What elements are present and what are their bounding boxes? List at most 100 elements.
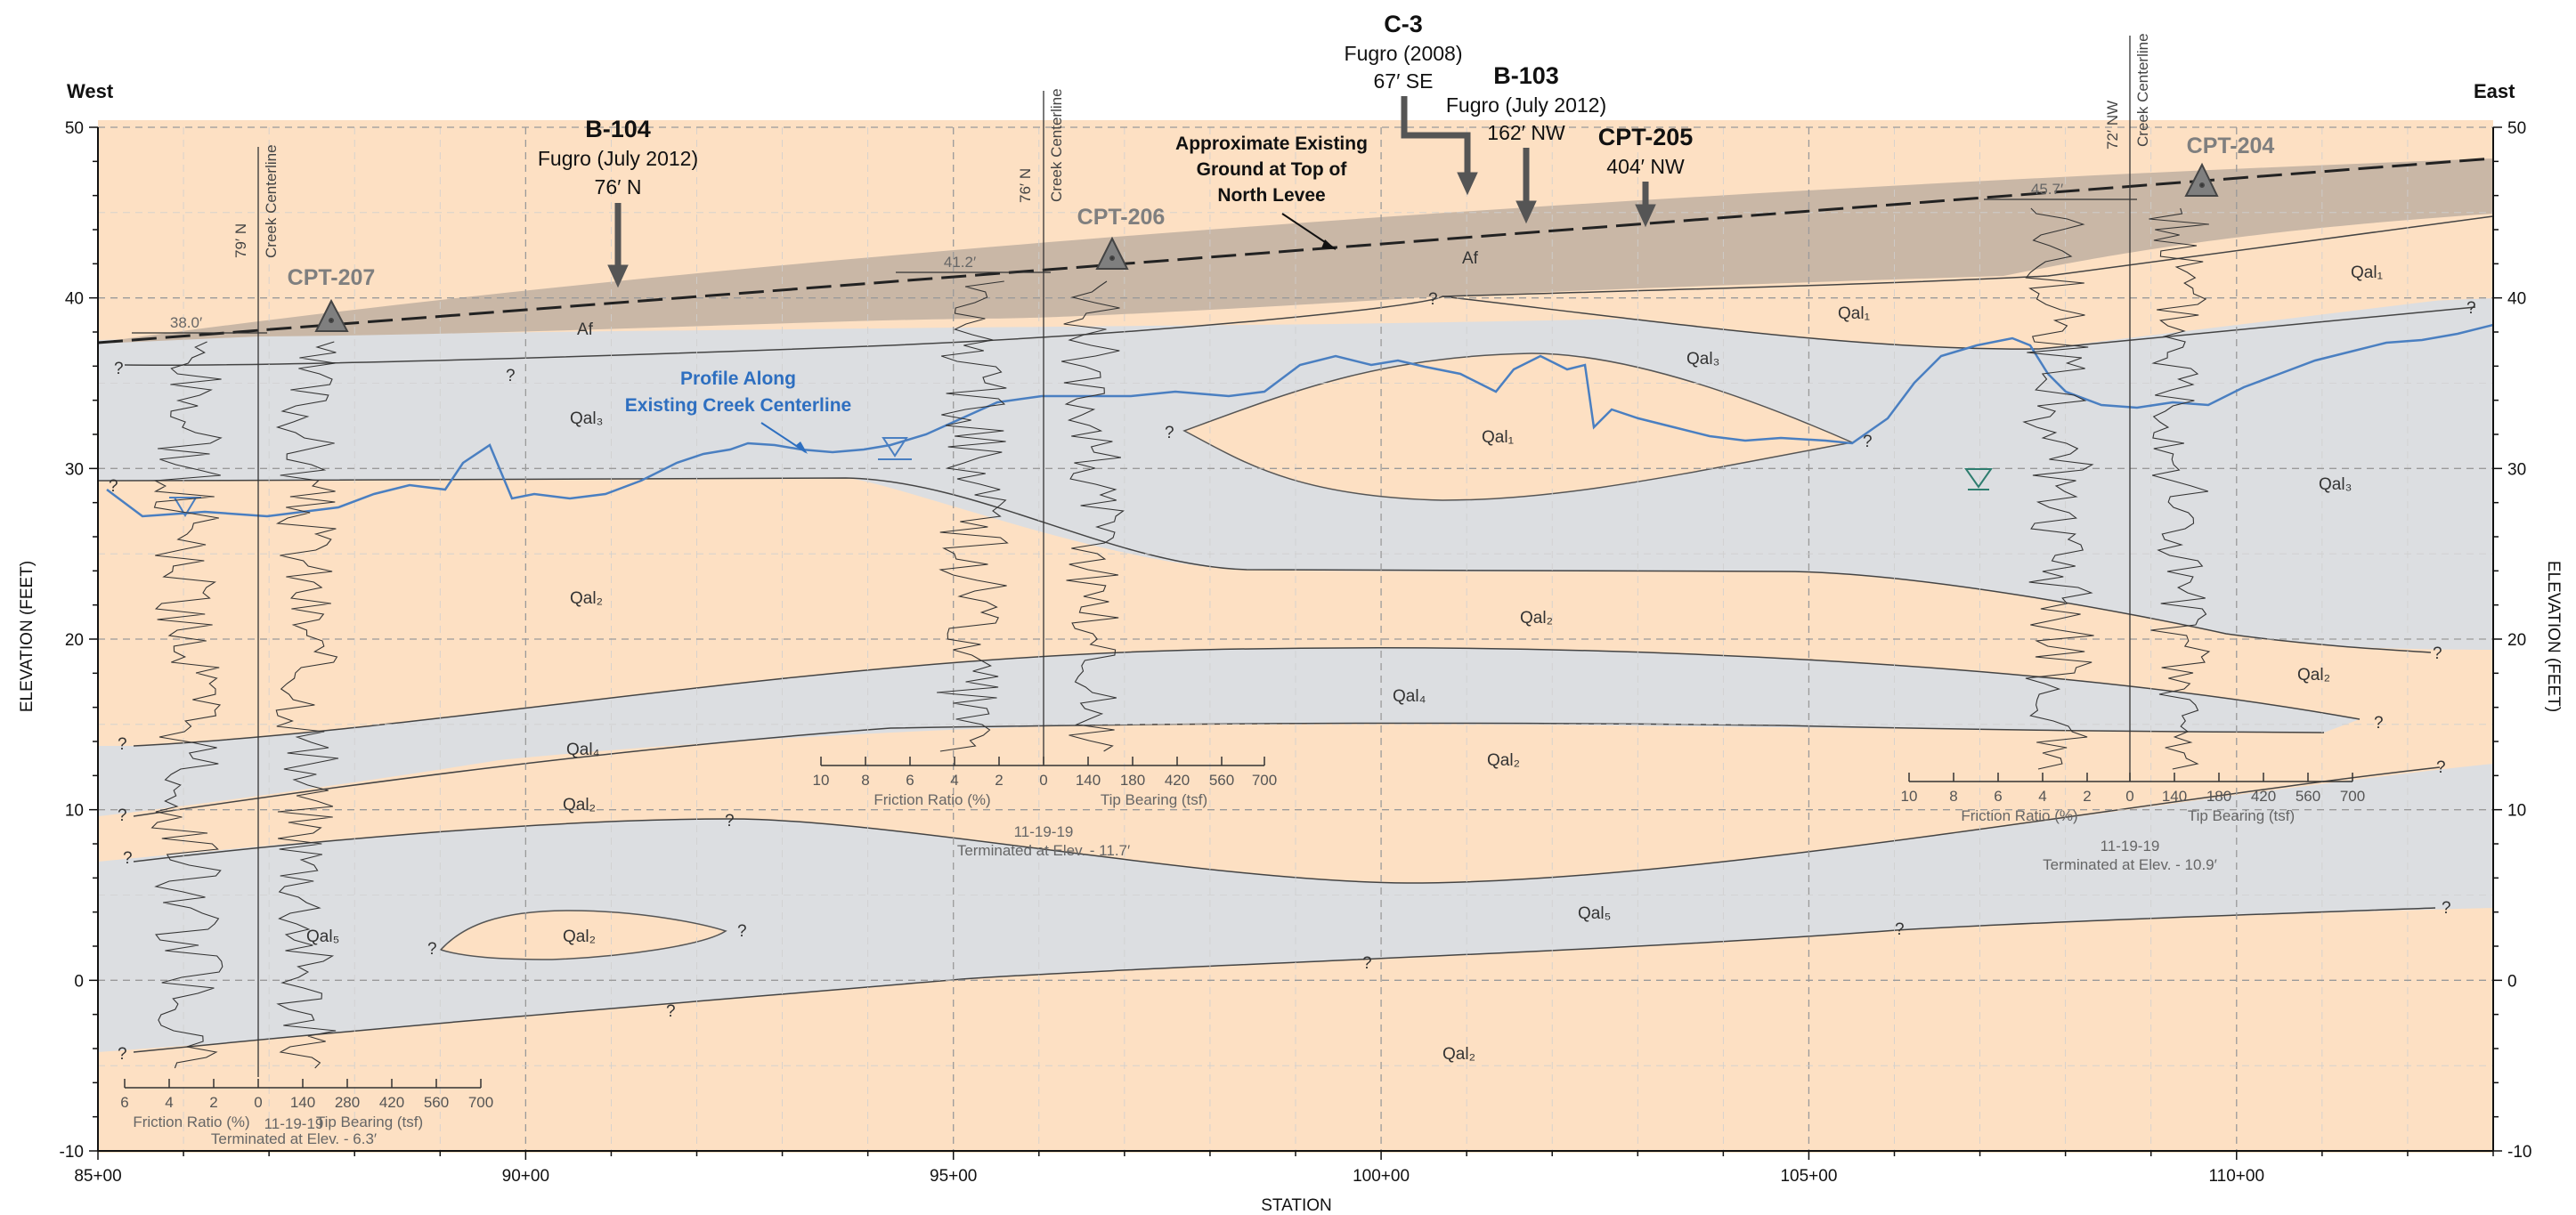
- cpt-tb-label: Tip Bearing (tsf): [2188, 807, 2295, 824]
- cpt-fr-tick-label: 2: [2083, 788, 2091, 805]
- unit-qal2: Qal₂: [1442, 1045, 1475, 1064]
- cpt-fr-tick-label: 4: [165, 1094, 173, 1111]
- question-mark: ?: [118, 735, 127, 754]
- cpt-fr-tick-label: 6: [906, 772, 914, 789]
- question-mark: ?: [2442, 899, 2451, 918]
- question-mark: ?: [118, 1045, 127, 1064]
- cpt-206-marker: [1095, 236, 1129, 270]
- boring-arrow-head: [1457, 172, 1478, 196]
- y-tick-label-right: 20: [2507, 631, 2526, 650]
- ground-elev-label: 38.0′: [170, 314, 202, 331]
- cpt-fr-tick-label: 2: [209, 1094, 217, 1111]
- cpt-tb-tick-label: 180: [1120, 772, 1145, 789]
- boring-b104-line2: 76′ N: [595, 175, 642, 198]
- boring-c3-title: C-3: [1384, 11, 1423, 37]
- cpt-fr-tick-label: 10: [1901, 788, 1918, 805]
- x-tick-label: 90+00: [502, 1167, 549, 1186]
- cpt-tb-tick-label: 560: [1209, 772, 1234, 789]
- y-tick-label-left: 10: [65, 802, 84, 821]
- question-mark: ?: [1165, 424, 1174, 442]
- cpt-date: 11-19-19: [1014, 823, 1074, 840]
- ground-elev-label: 45.7′: [2031, 181, 2063, 198]
- boring-arrow-head: [1516, 200, 1537, 224]
- y-tick-label-right: 50: [2507, 119, 2526, 138]
- cpt-tb-label: Tip Bearing (tsf): [1101, 791, 1207, 808]
- x-tick-label: 110+00: [2209, 1167, 2265, 1186]
- cpt-tb-tick-label: 420: [1165, 772, 1190, 789]
- y-tick-label-left: 20: [65, 631, 84, 650]
- labels: West East C-3 Fugro (2008) 67′ SE B-104 …: [67, 11, 2515, 1064]
- friction-ratio-trace: [2022, 207, 2094, 770]
- cpt-offset-label: 72′ NW: [2104, 101, 2121, 150]
- qal5-base-contact: [133, 907, 2436, 1053]
- question-mark: ?: [109, 477, 118, 496]
- unit-qal2: Qal₂: [563, 796, 596, 814]
- boring-b103-line2: 162′ NW: [1487, 121, 1565, 144]
- cpt-name: CPT-206: [1077, 205, 1166, 230]
- water-level-icon: [1964, 468, 1993, 489]
- cpt-tb-tick-label: 420: [379, 1094, 404, 1111]
- question-mark: ?: [506, 367, 516, 385]
- west-label: West: [67, 80, 114, 102]
- unit-qal4: Qal₄: [1393, 687, 1426, 706]
- qal1-east-contact: [1442, 296, 2476, 350]
- unit-qal1: Qal₁: [1838, 304, 1870, 323]
- question-mark: ?: [2433, 644, 2442, 663]
- friction-ratio-trace: [150, 341, 223, 1069]
- cpt-tb-tick-label: 700: [1252, 772, 1277, 789]
- boring-c3-line1: Fugro (2008): [1345, 42, 1463, 65]
- tip-bearing-trace: [2149, 207, 2211, 770]
- cpt-tb-label: Tip Bearing (tsf): [316, 1114, 423, 1130]
- af-base-contact: [124, 215, 2494, 366]
- x-tick-label: 95+00: [930, 1167, 977, 1186]
- cpt-fr-label: Friction Ratio (%): [1961, 807, 2077, 824]
- cpt-markers: [314, 162, 2219, 332]
- cpt-tb-tick-label: 180: [2206, 788, 2231, 805]
- unit-qal3: Qal₃: [1686, 350, 1719, 369]
- leader-head: [1321, 239, 1336, 249]
- cpt-fr-tick-label: 6: [1994, 788, 2002, 805]
- stratigraphy-layers: [98, 120, 2493, 1153]
- y-tick-label-left: 30: [65, 460, 84, 479]
- cpt-207-marker: [314, 298, 349, 332]
- cpt-tb-tick-label: 280: [335, 1094, 360, 1111]
- friction-ratio-trace: [937, 280, 1009, 752]
- cpt-dot: [1109, 255, 1115, 261]
- boring-b103-line1: Fugro (July 2012): [1446, 93, 1606, 117]
- cpt-204-marker: [2184, 162, 2219, 197]
- cpt-tb-tick-label: 140: [1076, 772, 1101, 789]
- y-axis-title-right: ELEVATION (FEET): [2544, 561, 2563, 712]
- creek-label-line2: Existing Creek Centerline: [625, 395, 851, 416]
- cpt-fr-tick-label: 8: [861, 772, 869, 789]
- boring-c3-line2: 67′ SE: [1374, 69, 1434, 93]
- cpt-fr-tick-label: 2: [995, 772, 1003, 789]
- question-mark: ?: [725, 812, 735, 830]
- cpt-centerline-label: Creek Centerline: [2134, 33, 2151, 147]
- boring-cpt205-title: CPT-205: [1598, 124, 1694, 150]
- x-axis-title: STATION: [1261, 1196, 1332, 1215]
- cpt-offset-label: 76′ N: [1017, 168, 1034, 203]
- boring-cpt205-line1: 404′ NW: [1606, 155, 1685, 178]
- cpt-fr-tick-label: 0: [1039, 772, 1047, 789]
- qal4-layer: [98, 647, 2360, 816]
- creek-label-line1: Profile Along: [680, 369, 796, 389]
- unit-qal2: Qal₂: [1520, 609, 1553, 628]
- question-mark: ?: [2374, 714, 2384, 733]
- cpt-terminated-label: Terminated at Elev. - 6.3′: [211, 1130, 377, 1147]
- cpt-fr-label: Friction Ratio (%): [133, 1114, 249, 1130]
- cpt-tb-tick-label: 140: [2162, 788, 2187, 805]
- cpt-date: 11-19-19: [2101, 838, 2160, 855]
- cpt-fr-tick-label: 0: [2125, 788, 2133, 805]
- question-mark: ?: [2436, 758, 2446, 777]
- cpt-fr-tick-label: 10: [813, 772, 830, 789]
- unit-qal3: Qal₃: [570, 409, 603, 428]
- qal4-top-contact: [133, 647, 2361, 747]
- unit-qal4: Qal₄: [566, 741, 600, 759]
- question-mark: ?: [666, 1002, 676, 1021]
- question-mark: ?: [1362, 954, 1372, 973]
- grid: [97, 126, 2494, 1152]
